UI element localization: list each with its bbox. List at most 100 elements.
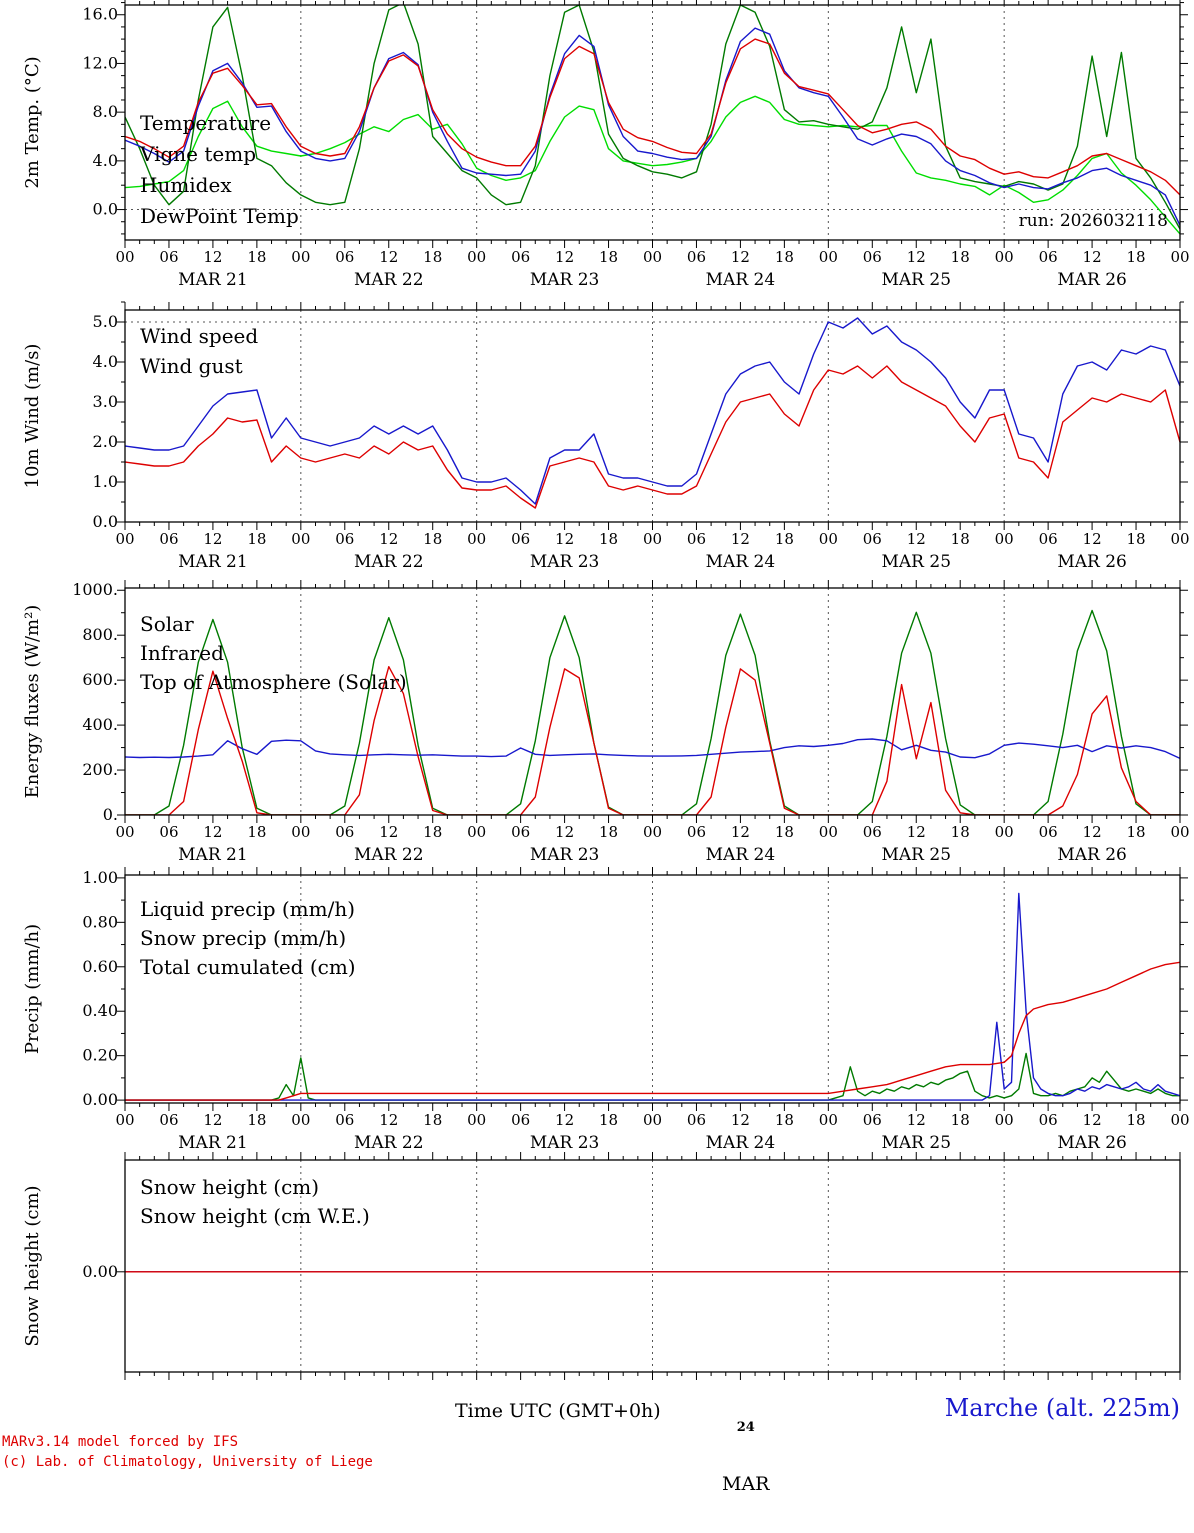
x-tick-label: 18 <box>1126 1111 1145 1129</box>
x-tick-label: 12 <box>1083 530 1102 548</box>
x-tick-label: 06 <box>335 530 354 548</box>
x-tick-label: 06 <box>511 248 530 266</box>
y-tick-label: 400. <box>82 715 118 734</box>
x-tick-label: 00 <box>643 1111 662 1129</box>
x-tick-label: 18 <box>599 530 618 548</box>
x-tick-label: 06 <box>1039 1111 1058 1129</box>
date-marker-month: MAR <box>722 1473 770 1495</box>
x-tick-label: 06 <box>863 823 882 841</box>
day-label: MAR 23 <box>530 270 600 290</box>
y-tick-label: 16.0 <box>82 5 118 24</box>
x-tick-label: 06 <box>863 1111 882 1129</box>
series-total-cumulated <box>125 961 1180 1101</box>
day-label: MAR 22 <box>354 552 424 572</box>
x-tick-label: 06 <box>863 530 882 548</box>
day-label: MAR 24 <box>706 270 776 290</box>
x-tick-label: 06 <box>687 248 706 266</box>
day-label: MAR 24 <box>706 552 776 572</box>
x-tick-label: 18 <box>1126 823 1145 841</box>
day-label: MAR 21 <box>178 552 248 572</box>
y-tick-label: 0.60 <box>82 957 118 976</box>
x-tick-label: 00 <box>995 1111 1014 1129</box>
y-tick-label: 200. <box>82 760 118 779</box>
day-label: MAR 25 <box>881 270 951 290</box>
y-axis-title: Snow height (cm) <box>22 1185 43 1346</box>
x-tick-label: 18 <box>775 1111 794 1129</box>
day-label: MAR 24 <box>706 845 776 865</box>
date-marker: 24 MAR <box>722 1382 769 1533</box>
legend-energy-fluxes-0: Solar <box>140 612 194 636</box>
y-tick-label: 0.00 <box>82 1262 118 1281</box>
y-axis-title: Precip (mm/h) <box>22 924 43 1054</box>
day-label: MAR 26 <box>1057 552 1127 572</box>
day-label: MAR 23 <box>530 845 600 865</box>
x-tick-label: 12 <box>379 248 398 266</box>
x-tick-label: 06 <box>159 1111 178 1129</box>
x-tick-label: 12 <box>203 823 222 841</box>
x-tick-label: 12 <box>1083 248 1102 266</box>
y-axis-title: 10m Wind (m/s) <box>22 344 43 489</box>
series-toa-solar <box>125 609 1180 815</box>
legend-energy-fluxes-2: Top of Atmosphere (Solar) <box>140 670 407 694</box>
x-tick-label: 06 <box>159 530 178 548</box>
day-label: MAR 22 <box>354 1133 424 1153</box>
x-tick-label: 18 <box>775 823 794 841</box>
x-tick-label: 00 <box>467 248 486 266</box>
x-tick-label: 12 <box>907 248 926 266</box>
y-tick-label: 1.0 <box>93 472 118 491</box>
series-wind-gust <box>125 317 1180 505</box>
x-tick-label: 18 <box>247 1111 266 1129</box>
y-tick-label: 800. <box>82 625 118 644</box>
x-tick-label: 12 <box>555 1111 574 1129</box>
day-label: MAR 21 <box>178 270 248 290</box>
y-tick-label: 8.0 <box>93 102 118 121</box>
x-tick-label: 18 <box>247 823 266 841</box>
x-tick-label: 00 <box>467 1111 486 1129</box>
day-label: MAR 23 <box>530 552 600 572</box>
y-tick-label: 0.40 <box>82 1001 118 1020</box>
model-credit: MARv3.14 model forced by IFS (c) Lab. of… <box>2 1392 373 1472</box>
panel-precip: 0.00 0.20 0.40 0.60 0.80 1.00 00 06 12 18 00 06 12 18… <box>22 867 1190 1153</box>
day-label: MAR 25 <box>881 552 951 572</box>
day-label: MAR 26 <box>1057 1133 1127 1153</box>
y-tick-label: 0.80 <box>82 912 118 931</box>
y-tick-label: 1.00 <box>82 868 118 887</box>
x-tick-label: 00 <box>115 1111 134 1129</box>
credit-line-2: (c) Lab. of Climatology, University of L… <box>2 1454 373 1470</box>
x-tick-label: 12 <box>379 530 398 548</box>
station-label: Marche (alt. 225m) <box>944 1394 1180 1422</box>
y-axis-title: Energy fluxes (W/m²) <box>22 605 43 799</box>
x-tick-label: 18 <box>599 248 618 266</box>
x-tick-label: 12 <box>907 823 926 841</box>
x-tick-label: 00 <box>643 530 662 548</box>
day-label: MAR 25 <box>881 845 951 865</box>
x-tick-label: 00 <box>1170 1111 1189 1129</box>
y-tick-label: 0.0 <box>93 200 118 219</box>
x-tick-label: 18 <box>423 1111 442 1129</box>
x-tick-label: 12 <box>555 823 574 841</box>
x-tick-label: 12 <box>379 1111 398 1129</box>
series-dewpoint-temp <box>125 95 1180 235</box>
credit-line-1: MARv3.14 model forced by IFS <box>2 1434 239 1450</box>
x-tick-label: 00 <box>291 823 310 841</box>
day-label: MAR 22 <box>354 270 424 290</box>
x-tick-label: 06 <box>687 1111 706 1129</box>
day-label: MAR 22 <box>354 845 424 865</box>
y-tick-label: 1000. <box>72 580 118 599</box>
series-vigne-temp <box>125 5 1180 230</box>
series-temperature <box>125 38 1180 196</box>
x-tick-label: 00 <box>115 823 134 841</box>
legend-energy-fluxes-1: Infrared <box>140 641 224 665</box>
legend-temp-2m-1: Vigne temp <box>139 142 256 166</box>
x-tick-label: 06 <box>687 823 706 841</box>
x-tick-label: 06 <box>159 823 178 841</box>
x-tick-label: 06 <box>511 1111 530 1129</box>
run-label: run: 2026032118 <box>1019 211 1168 231</box>
x-tick-label: 06 <box>1039 530 1058 548</box>
legend-precip-0: Liquid precip (mm/h) <box>140 897 355 921</box>
x-tick-label: 18 <box>599 823 618 841</box>
y-tick-label: 0. <box>103 805 118 824</box>
series-humidex <box>125 27 1180 226</box>
x-tick-label: 00 <box>819 823 838 841</box>
day-label: MAR 26 <box>1057 270 1127 290</box>
